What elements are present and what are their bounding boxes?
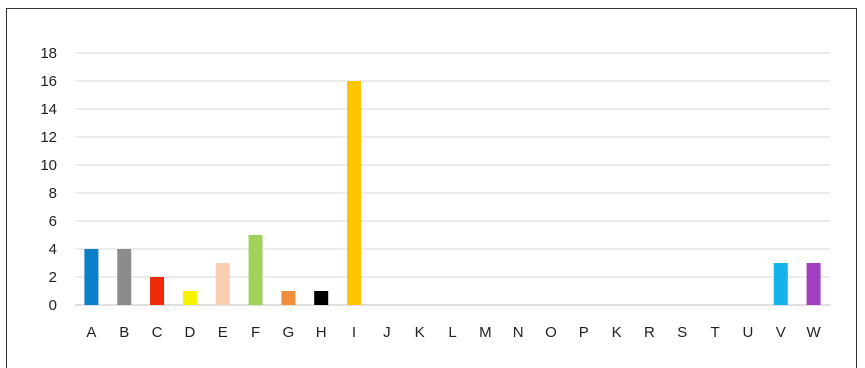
bar-b — [117, 249, 132, 305]
x-tick-label: P — [579, 324, 589, 341]
bar-i — [347, 81, 362, 305]
y-tick-label: 2 — [49, 269, 57, 286]
x-tick-label: A — [86, 324, 96, 341]
y-tick-label: 10 — [40, 157, 57, 174]
x-tick-label: D — [184, 324, 195, 341]
y-tick-label: 18 — [40, 45, 57, 62]
x-tick-label: V — [776, 324, 786, 341]
x-tick-label: E — [218, 324, 228, 341]
bar-a — [84, 249, 99, 305]
x-tick-label: W — [807, 324, 822, 341]
x-tick-label: F — [251, 324, 260, 341]
bar-f — [248, 235, 263, 305]
bar-c — [150, 277, 165, 305]
x-tick-label: G — [283, 324, 295, 341]
x-tick-label: K — [612, 324, 622, 341]
bar-v — [773, 263, 788, 305]
bar-h — [314, 291, 329, 305]
x-tick-label: M — [479, 324, 492, 341]
x-tick-label: U — [743, 324, 754, 341]
chart-frame — [6, 8, 857, 368]
x-tick-label: J — [383, 324, 391, 341]
y-tick-label: 0 — [49, 297, 57, 314]
bar-g — [281, 291, 296, 305]
y-tick-label: 12 — [40, 129, 57, 146]
y-tick-label: 8 — [49, 185, 57, 202]
x-tick-label: R — [644, 324, 655, 341]
y-tick-label: 16 — [40, 73, 57, 90]
bar-d — [182, 291, 197, 305]
x-tick-label: I — [352, 324, 356, 341]
x-tick-label: N — [513, 324, 524, 341]
x-tick-label: O — [545, 324, 557, 341]
y-tick-label: 14 — [40, 101, 57, 118]
gridlines — [75, 52, 830, 306]
x-tick-label: T — [711, 324, 720, 341]
x-tick-label: C — [152, 324, 163, 341]
y-tick-label: 6 — [49, 213, 57, 230]
x-tick-label: L — [448, 324, 456, 341]
x-tick-label: H — [316, 324, 327, 341]
bars — [84, 81, 821, 305]
x-tick-label: K — [415, 324, 425, 341]
x-tick-label: S — [677, 324, 687, 341]
y-tick-label: 4 — [49, 241, 57, 258]
bar-w — [806, 263, 821, 305]
y-axis-ticks: 0 2 4 6 8 10 12 14 16 18 — [40, 45, 57, 314]
x-tick-label: B — [119, 324, 129, 341]
bar-e — [215, 263, 230, 305]
